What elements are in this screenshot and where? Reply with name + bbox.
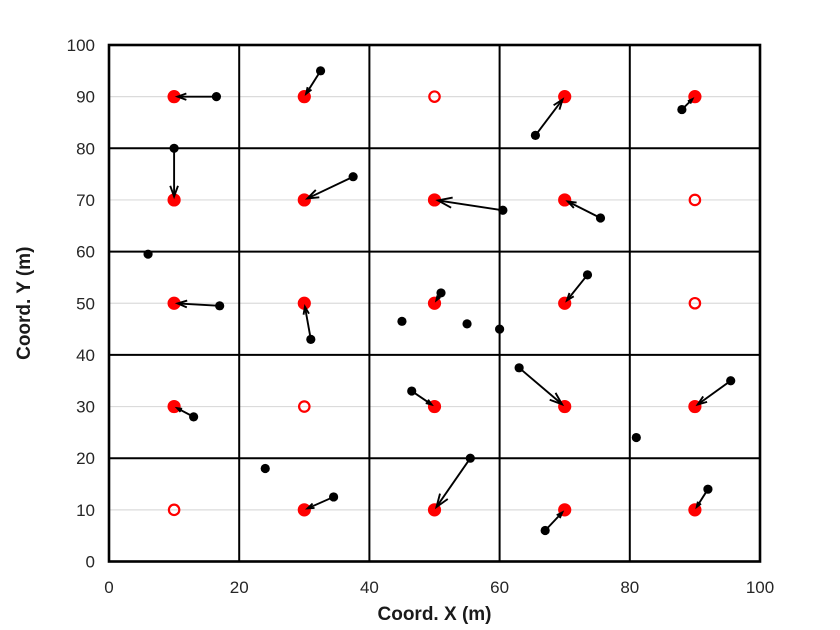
y-tick-label-0: 0 xyxy=(86,553,95,572)
y-tick-label-20: 20 xyxy=(76,449,95,468)
assignment-arrow-shaft xyxy=(303,306,312,340)
y-tick-label-30: 30 xyxy=(76,398,95,417)
node-markers xyxy=(143,66,736,536)
node-marker xyxy=(436,288,446,298)
assignment-arrow-shaft xyxy=(697,379,732,406)
cluster-center-open xyxy=(428,90,441,103)
cluster-center-filled xyxy=(167,193,181,207)
axes-box xyxy=(107,43,762,563)
node-marker xyxy=(215,301,225,311)
assignment-arrow-head xyxy=(695,395,708,407)
cluster-center-filled xyxy=(167,296,181,310)
y-tick-label-10: 10 xyxy=(76,501,95,520)
x-tick-label-20: 20 xyxy=(230,578,249,597)
node-marker xyxy=(462,319,472,329)
cluster-center-open xyxy=(688,296,702,310)
y-tick-label-70: 70 xyxy=(76,191,95,210)
assignment-arrow-head xyxy=(553,97,565,110)
cluster-center-open xyxy=(297,400,311,413)
assignment-arrow-head xyxy=(174,92,187,101)
node-marker xyxy=(348,172,358,182)
assignment-arrow-head xyxy=(549,392,565,407)
cluster-center-filled xyxy=(297,193,311,207)
assignment-arrow-shaft xyxy=(307,496,334,510)
assignment-arrow-shaft xyxy=(435,457,472,508)
cluster-center-filled xyxy=(167,399,181,414)
x-axis-label: Coord. X (m) xyxy=(378,604,492,625)
node-marker xyxy=(315,66,326,76)
cluster-center-filled xyxy=(297,503,311,517)
y-tick-labels: 0 10 20 30 40 50 60 70 80 90 100 xyxy=(67,36,95,572)
x-tick-label-80: 80 xyxy=(620,578,639,597)
cell-borders xyxy=(109,45,760,562)
x-tick-label-40: 40 xyxy=(360,578,379,597)
assignment-arrow-shaft xyxy=(437,199,503,212)
y-tick-label-90: 90 xyxy=(76,88,95,107)
assignment-arrow-head xyxy=(565,292,575,303)
node-marker xyxy=(631,432,641,443)
cluster-center-open xyxy=(167,503,181,517)
assignment-arrow-shaft xyxy=(518,367,563,406)
node-marker xyxy=(530,130,541,140)
x-tick-label-100: 100 xyxy=(746,578,774,597)
x-tick-label-0: 0 xyxy=(104,578,113,597)
node-marker xyxy=(211,92,222,102)
node-marker xyxy=(407,386,417,396)
node-marker xyxy=(514,363,524,373)
cluster-center-filled xyxy=(297,296,311,310)
node-marker xyxy=(328,492,339,502)
assignment-arrow-head xyxy=(687,97,695,105)
assignment-arrow-head xyxy=(434,493,449,510)
assignment-arrow-head xyxy=(174,406,183,413)
x-tick-label-60: 60 xyxy=(490,578,509,597)
node-marker xyxy=(677,104,687,115)
node-marker xyxy=(498,205,508,215)
assignment-arrow-shaft xyxy=(307,175,354,200)
node-marker xyxy=(143,249,153,259)
node-marker xyxy=(582,270,593,280)
assignment-arrow-head xyxy=(434,295,441,303)
assignment-arrow-shaft xyxy=(534,98,564,136)
assignment-arrow-shaft xyxy=(566,274,589,302)
node-marker xyxy=(169,143,179,153)
assignment-arrow-head xyxy=(304,86,313,97)
assignment-arrow-head xyxy=(304,502,315,510)
node-marker xyxy=(540,525,550,536)
node-marker xyxy=(495,324,505,334)
node-marker xyxy=(703,484,713,494)
cluster-center-filled xyxy=(558,193,572,207)
assignment-arrow-head xyxy=(695,501,702,510)
cluster-center-open xyxy=(688,193,702,207)
y-tick-label-50: 50 xyxy=(76,294,95,313)
assignment-arrow-shaft xyxy=(177,302,220,307)
y-tick-label-40: 40 xyxy=(76,346,95,365)
assignment-arrow-head xyxy=(435,196,453,209)
node-marker xyxy=(306,334,316,345)
cluster-center-filled xyxy=(427,193,442,207)
y-tick-label-80: 80 xyxy=(76,139,95,158)
assignment-arrow-head xyxy=(169,185,179,200)
y-tick-label-100: 100 xyxy=(67,36,95,55)
assignment-arrow-head xyxy=(174,299,188,309)
plot-border xyxy=(107,43,762,563)
node-marker xyxy=(260,463,270,474)
node-marker xyxy=(397,316,407,326)
assignment-arrow-shaft xyxy=(567,200,601,219)
node-marker xyxy=(726,376,736,386)
assignment-arrow-head xyxy=(425,399,434,407)
assignment-arrows xyxy=(169,70,732,532)
cluster-center-filled xyxy=(167,90,181,104)
y-tick-label-60: 60 xyxy=(76,243,95,262)
assignment-arrow-head xyxy=(302,303,310,315)
y-axis-label: Coord. Y (m) xyxy=(14,247,35,360)
node-marker xyxy=(189,412,199,422)
assignment-arrow-head xyxy=(304,189,320,200)
node-marker xyxy=(465,453,475,463)
assignment-arrow-head xyxy=(556,510,565,519)
node-marker xyxy=(595,213,606,223)
assignment-arrow-head xyxy=(565,200,577,209)
x-tick-labels: 0 20 40 60 80 100 xyxy=(104,578,774,597)
